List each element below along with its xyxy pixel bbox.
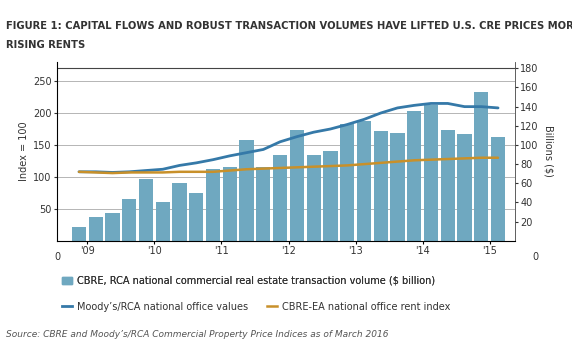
Bar [290,130,304,241]
Legend: CBRE, RCA national commercial real estate transaction volume ($ billion): CBRE, RCA national commercial real estat… [62,276,435,286]
Text: FIGURE 1: CAPITAL FLOWS AND ROBUST TRANSACTION VOLUMES HAVE LIFTED U.S. CRE PRIC: FIGURE 1: CAPITAL FLOWS AND ROBUST TRANS… [6,21,572,31]
Bar [172,183,186,241]
Bar [122,198,136,241]
Bar [474,92,488,241]
Y-axis label: Index = 100: Index = 100 [19,121,29,181]
Bar [424,105,438,241]
Bar [72,227,86,241]
Bar [390,133,404,241]
Bar [491,137,505,241]
Bar [206,169,220,241]
Bar [139,180,153,241]
Bar [374,131,388,241]
Bar [223,167,237,241]
Text: Source: CBRE and Moody’s/RCA Commercial Property Price Indices as of March 2016: Source: CBRE and Moody’s/RCA Commercial … [6,330,388,339]
Bar [340,124,354,241]
Bar [458,134,472,241]
Text: 0: 0 [533,252,538,262]
Bar [189,193,204,241]
Y-axis label: Billions ($): Billions ($) [543,126,553,177]
Bar [440,130,455,241]
Bar [323,151,337,241]
Bar [156,203,170,241]
Bar [89,216,103,241]
Legend: Moody’s/RCA national office values, CBRE-EA national office rent index: Moody’s/RCA national office values, CBRE… [62,302,450,312]
Text: RISING RENTS: RISING RENTS [6,40,85,50]
Bar [256,167,271,241]
Bar [273,154,287,241]
Bar [307,154,321,241]
Bar [105,213,120,241]
Bar [407,111,422,241]
Bar [240,140,254,241]
Bar [357,121,371,241]
Text: 0: 0 [54,252,60,262]
